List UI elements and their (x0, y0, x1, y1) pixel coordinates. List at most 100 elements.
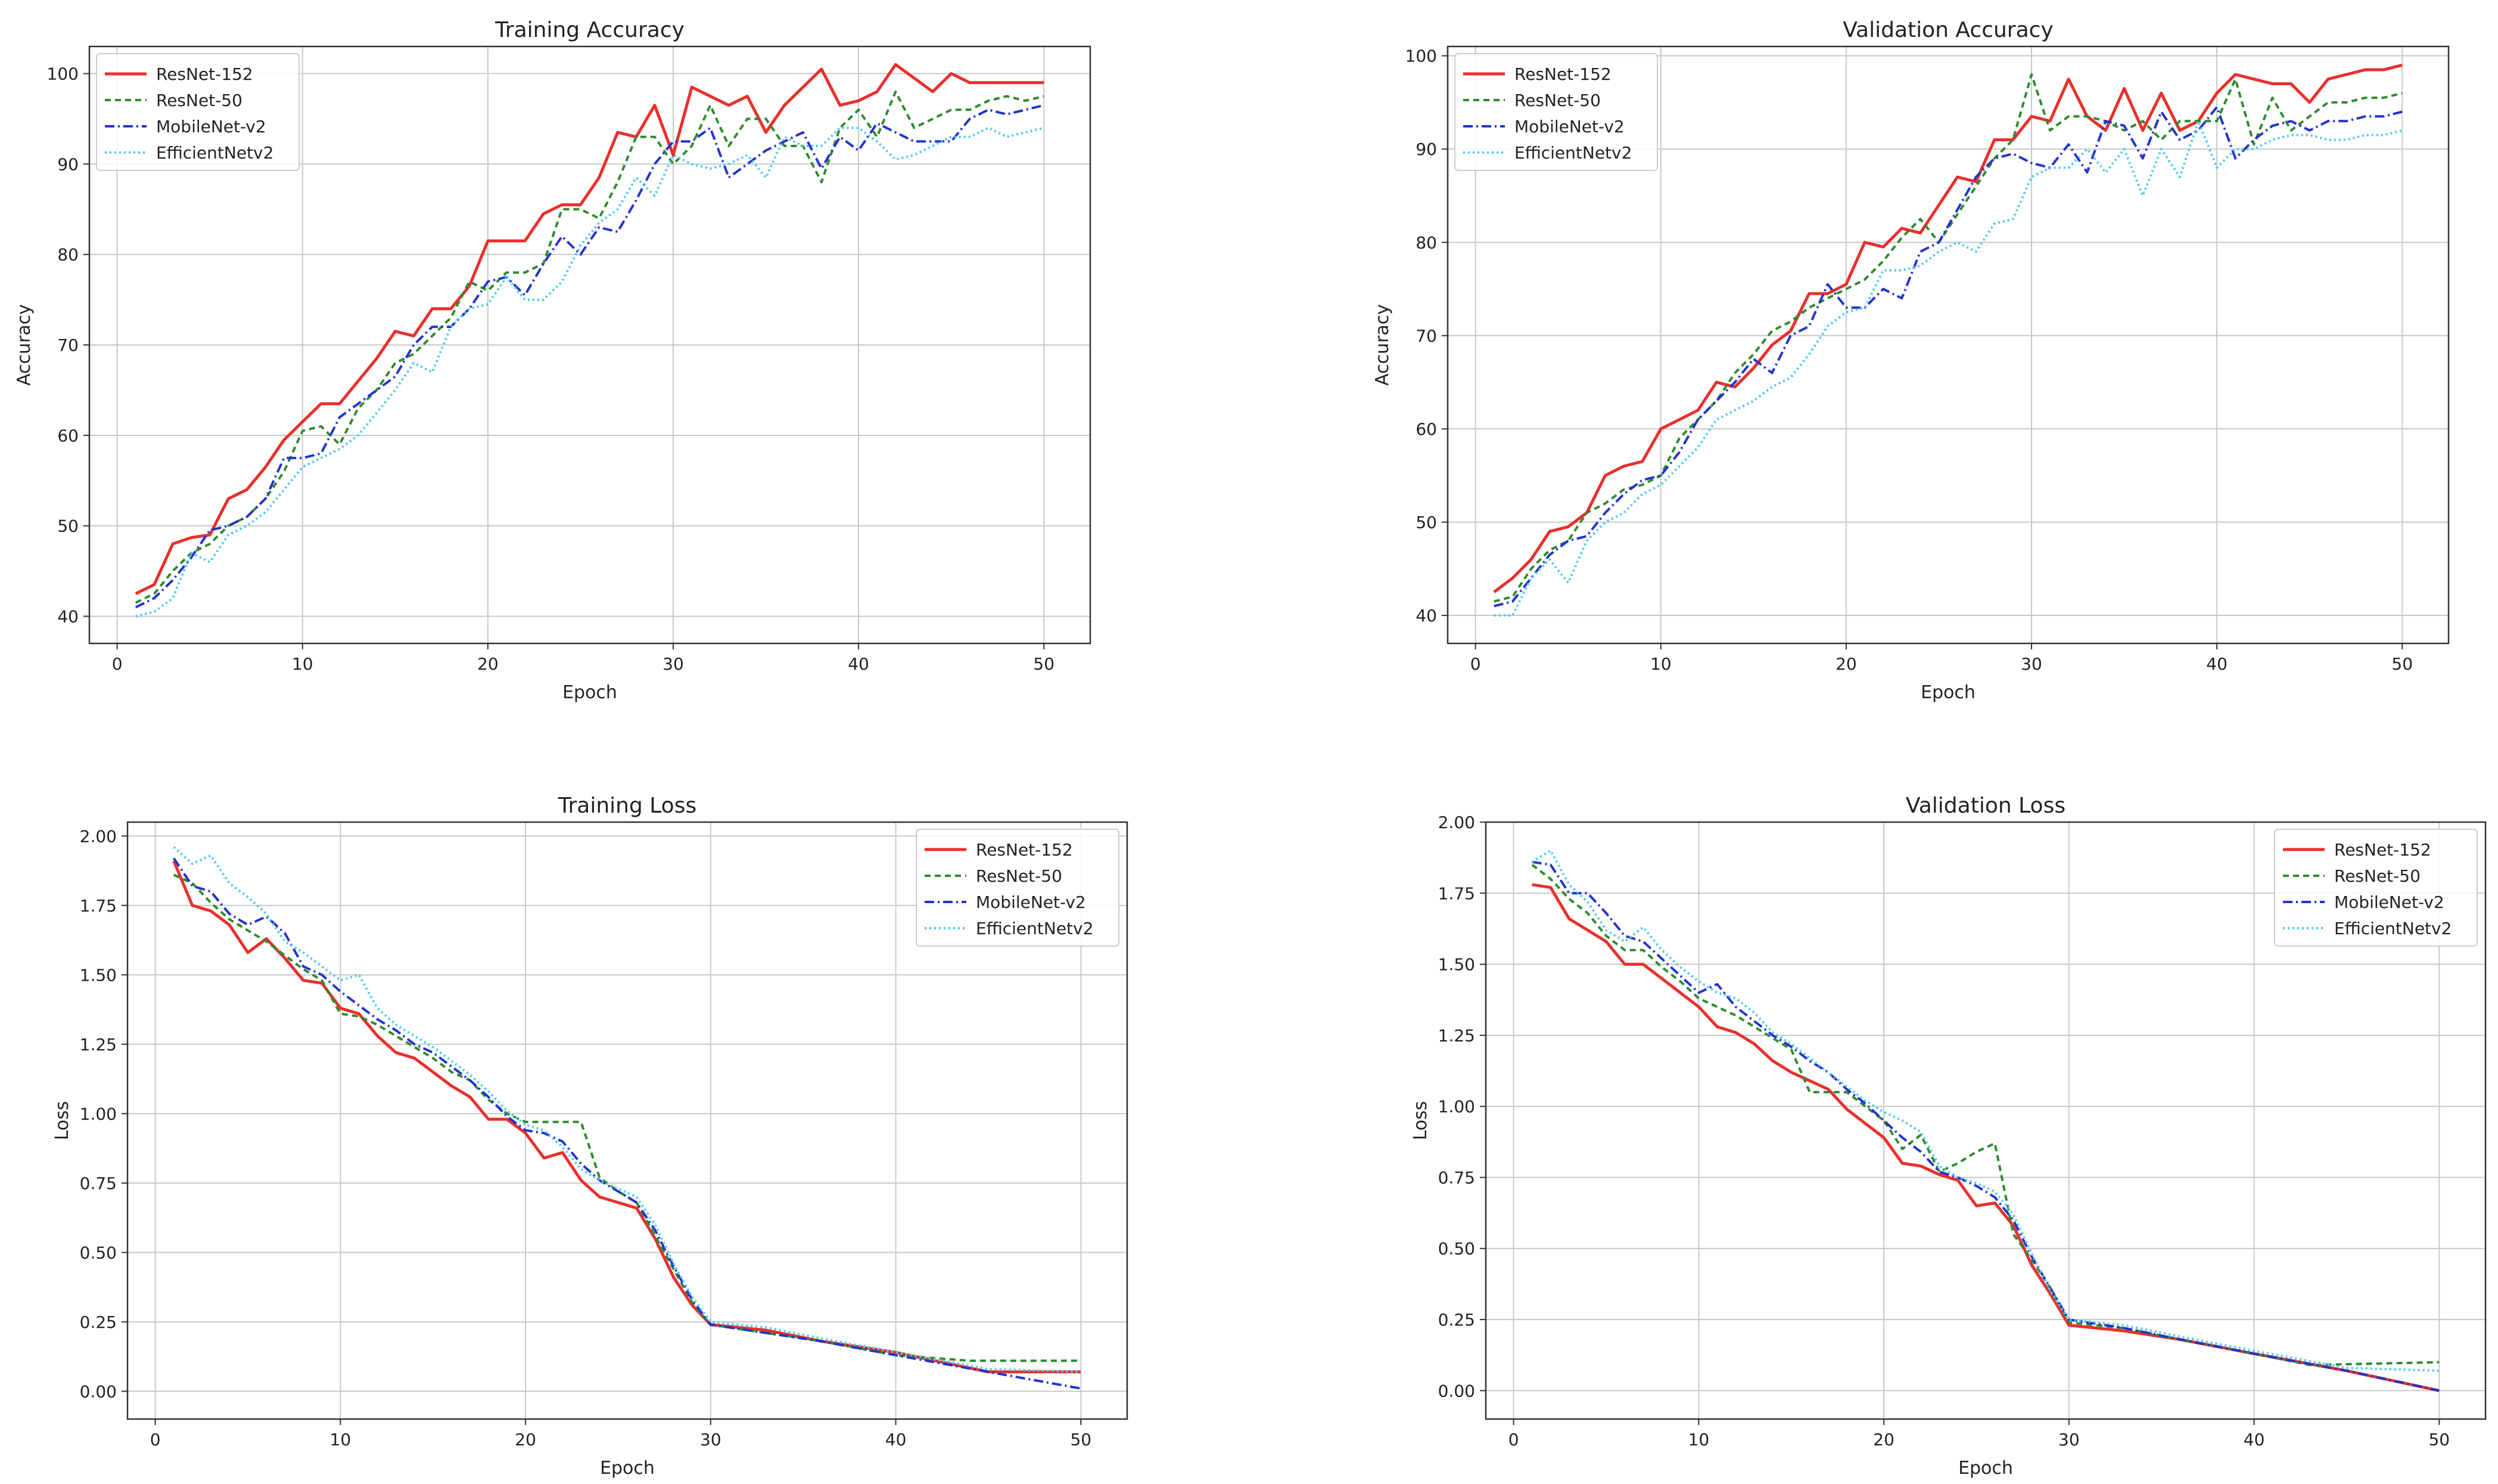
y-axis-label: Accuracy (14, 304, 35, 386)
y-tick-label: 2.00 (1438, 813, 1475, 832)
chart-title: Training Loss (558, 794, 696, 818)
series-line-efficientnetv2 (135, 126, 1044, 618)
legend: ResNet-152 ResNet-50 MobileNet-v2 Efficient… (916, 829, 1119, 947)
x-axis-label: Epoch (1921, 682, 1976, 703)
y-tick-label: 0.25 (1438, 1310, 1475, 1330)
x-tick-label: 30 (662, 654, 684, 674)
x-tick-label: 20 (515, 1430, 536, 1449)
series-line-resnet-50 (173, 873, 1081, 1362)
y-axis-label: Loss (1410, 1101, 1431, 1140)
legend: ResNet-152 ResNet-50 MobileNet-v2 Efficient… (1454, 53, 1658, 171)
x-tick-label: 30 (700, 1430, 721, 1449)
legend-label: MobileNet-v2 (1514, 117, 1625, 136)
y-tick-label: 80 (57, 245, 79, 265)
x-tick-label: 0 (1508, 1430, 1519, 1449)
legend-label: ResNet-152 (1514, 64, 1612, 84)
series-line-mobilenet-v2 (1532, 860, 2440, 1392)
x-tick-label: 40 (885, 1430, 907, 1449)
chart-panel-2: 0 10 20 30 40 50 40 50 60 70 80 90 100 Validation Acc… (1372, 18, 2450, 703)
x-tick-label: 10 (1688, 1430, 1710, 1449)
chart-title: Training Accuracy (494, 18, 685, 42)
y-tick-label: 40 (57, 606, 79, 626)
x-tick-label: 0 (150, 1430, 161, 1449)
legend-box (2274, 829, 2478, 947)
legend-label: ResNet-152 (156, 64, 253, 84)
x-tick-label: 50 (2428, 1430, 2450, 1449)
x-tick-label: 20 (1873, 1430, 1895, 1449)
x-tick-label: 0 (112, 654, 123, 674)
x-tick-label: 30 (2021, 654, 2042, 674)
chart-title: Validation Accuracy (1843, 18, 2054, 42)
y-tick-label: 0.75 (1438, 1168, 1475, 1187)
legend: ResNet-152 ResNet-50 MobileNet-v2 Efficient… (96, 53, 300, 171)
plot-frame (88, 45, 1091, 645)
series-line-mobilenet-v2 (135, 104, 1044, 609)
y-tick-label: 0.00 (80, 1382, 117, 1401)
legend-box (1454, 53, 1658, 171)
legend-label: ResNet-50 (1514, 91, 1601, 110)
x-tick-label: 10 (292, 654, 313, 674)
x-tick-label: 10 (330, 1430, 351, 1449)
x-tick-label: 40 (2206, 654, 2228, 674)
legend-label: EfficientNetv2 (1514, 143, 1632, 163)
x-tick-label: 30 (2058, 1430, 2080, 1449)
legend-label: ResNet-50 (2334, 866, 2421, 886)
y-tick-label: 40 (1416, 606, 1437, 626)
legend-label: EfficientNetv2 (156, 143, 273, 163)
y-tick-label: 1.50 (80, 965, 117, 985)
x-tick-label: 0 (1470, 654, 1481, 674)
y-tick-label: 0.50 (80, 1243, 117, 1262)
x-tick-label: 50 (1033, 654, 1054, 674)
chart-panel-3: 0 10 20 30 40 50 0.00 0.25 0.50 0.75 1.00 1.25 1.50 1… (52, 794, 1128, 1479)
plot-frame (1446, 45, 2450, 645)
y-tick-label: 1.00 (80, 1104, 117, 1124)
y-tick-label: 100 (1405, 46, 1437, 66)
legend-label: MobileNet-v2 (2334, 892, 2444, 912)
y-tick-label: 2.00 (80, 826, 117, 846)
series-line-efficientnetv2 (1494, 120, 2403, 617)
x-tick-label: 50 (2391, 654, 2413, 674)
legend-box (916, 829, 1119, 947)
legend-label: ResNet-152 (2334, 840, 2431, 860)
x-tick-label: 10 (1650, 654, 1672, 674)
y-tick-label: 50 (57, 517, 79, 536)
series-line-mobilenet-v2 (173, 857, 1081, 1390)
y-tick-label: 50 (1416, 512, 1437, 532)
chart-panel-1: 0 10 20 30 40 50 40 50 60 70 80 90 100 Training Accur… (14, 18, 1091, 703)
y-tick-label: 0.50 (1438, 1239, 1475, 1259)
y-tick-label: 90 (57, 154, 79, 174)
legend-label: ResNet-50 (976, 866, 1062, 886)
series-line-mobilenet-v2 (1494, 105, 2403, 608)
y-tick-label: 70 (1416, 326, 1437, 346)
x-axis-label: Epoch (600, 1458, 655, 1479)
series-line-resnet-152 (135, 63, 1044, 595)
series-line-resnet-50 (1494, 73, 2403, 603)
legend: ResNet-152 ResNet-50 MobileNet-v2 Efficient… (2274, 829, 2478, 947)
legend-label: MobileNet-v2 (156, 117, 266, 136)
y-tick-label: 1.00 (1438, 1097, 1475, 1116)
y-tick-label: 1.75 (80, 896, 117, 916)
x-tick-label: 40 (848, 654, 869, 674)
y-axis-label: Loss (52, 1101, 73, 1140)
y-tick-label: 90 (1416, 139, 1437, 159)
x-tick-label: 40 (2244, 1430, 2265, 1449)
y-tick-label: 60 (1416, 419, 1437, 439)
y-tick-label: 1.50 (1438, 955, 1475, 975)
plot-frame (126, 821, 1128, 1420)
x-tick-label: 50 (1070, 1430, 1091, 1449)
legend-label: ResNet-50 (156, 91, 242, 110)
series-line-efficientnetv2 (173, 846, 1081, 1373)
y-tick-label: 70 (57, 335, 79, 355)
y-tick-label: 100 (47, 64, 79, 84)
legend-label: EfficientNetv2 (2334, 919, 2452, 938)
x-axis-label: Epoch (1958, 1458, 2013, 1479)
plot-frame (1485, 821, 2487, 1420)
y-tick-label: 0.25 (80, 1312, 117, 1332)
chart-title: Validation Loss (1906, 794, 2065, 818)
x-axis-label: Epoch (562, 682, 617, 703)
legend-label: ResNet-152 (976, 840, 1073, 860)
legend-label: MobileNet-v2 (976, 892, 1086, 912)
series-line-resnet-152 (1532, 883, 2440, 1392)
y-tick-label: 0.75 (80, 1174, 117, 1193)
